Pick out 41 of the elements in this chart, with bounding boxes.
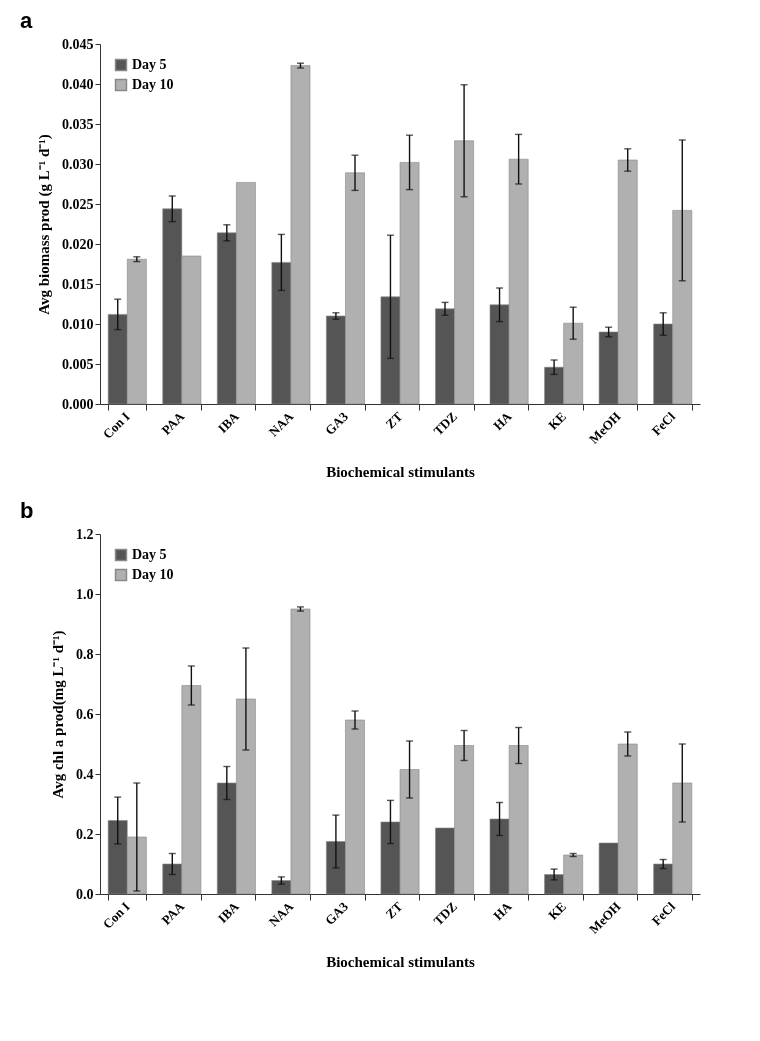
x-tick-label: IBA xyxy=(214,898,243,926)
y-tick-label: 0.025 xyxy=(62,196,94,212)
x-tick-label: ZT xyxy=(382,408,406,432)
legend-label: Day 10 xyxy=(132,567,174,582)
x-tick-label: GA3 xyxy=(321,898,352,928)
y-axis-title: Avg biomass prod (g L⁻¹ d⁻¹) xyxy=(36,134,53,315)
chart-title: b xyxy=(20,498,34,523)
y-tick-label: 0.030 xyxy=(62,156,94,172)
y-tick-label: 0.000 xyxy=(62,396,94,412)
y-tick-label: 0.045 xyxy=(62,36,94,52)
y-tick-label: 0.020 xyxy=(62,236,94,252)
y-tick-label: 0.6 xyxy=(76,706,94,722)
x-tick-label: PAA xyxy=(158,408,188,438)
x-tick-label: HA xyxy=(490,408,515,434)
y-tick-label: 0.2 xyxy=(76,826,94,842)
x-tick-label: GA3 xyxy=(321,408,352,438)
x-tick-label: ZT xyxy=(382,898,406,922)
y-tick-label: 0.4 xyxy=(76,766,94,782)
chart-title: a xyxy=(20,8,33,33)
y-tick-label: 1.2 xyxy=(76,526,94,542)
legend-label: Day 10 xyxy=(132,77,174,92)
x-tick-label: Con I xyxy=(99,408,133,442)
y-tick-label: 1.0 xyxy=(76,586,94,602)
x-tick-label: Con I xyxy=(99,898,133,932)
x-tick-label: PAA xyxy=(158,898,188,928)
x-tick-label: KE xyxy=(545,898,570,923)
y-axis-title: Avg chl a prod(mg L⁻¹ d⁻¹) xyxy=(50,630,67,799)
y-tick-label: 0.035 xyxy=(62,116,94,132)
y-tick-label: 0.0 xyxy=(76,886,94,902)
y-tick-label: 0.8 xyxy=(76,646,94,662)
legend-label: Day 5 xyxy=(132,57,167,72)
x-axis-title: Biochemical stimulants xyxy=(326,463,476,480)
x-tick-label: IBA xyxy=(214,408,243,436)
x-tick-label: KE xyxy=(545,408,570,433)
y-tick-label: 0.040 xyxy=(62,76,94,92)
y-tick-label: 0.005 xyxy=(62,356,94,372)
y-tick-label: 0.015 xyxy=(62,276,94,292)
y-tick-label: 0.010 xyxy=(62,316,94,332)
x-axis-title: Biochemical stimulants xyxy=(326,953,476,970)
x-tick-label: HA xyxy=(490,898,515,924)
legend-label: Day 5 xyxy=(132,547,167,562)
